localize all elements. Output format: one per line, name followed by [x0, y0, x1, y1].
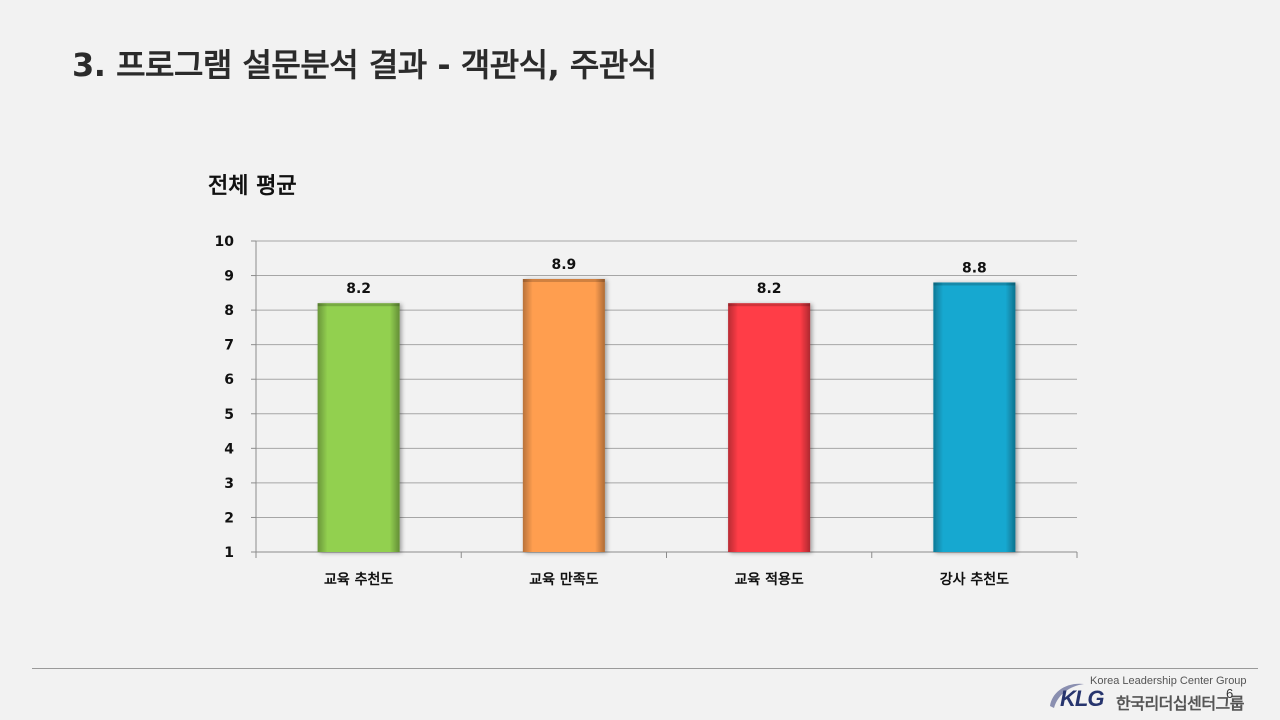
logo-mark: KLG — [1060, 686, 1104, 711]
slide-title: 3. 프로그램 설문분석 결과 - 객관식, 주관식 — [72, 46, 657, 84]
y-tick-label: 8 — [224, 303, 234, 319]
bar-group — [728, 303, 811, 552]
bar-top-edge — [317, 303, 400, 307]
y-tick-label: 6 — [224, 372, 234, 388]
bar-group — [317, 303, 400, 552]
bar-group — [933, 282, 1016, 552]
company-logo: Korea Leadership Center Group KLG 한국리더십센… — [1046, 674, 1260, 714]
bars — [317, 279, 1016, 552]
y-tick-label: 2 — [224, 510, 234, 526]
bar-chart: 1 2 3 4 5 6 7 8 9 10 8.2 교육 추천도 8.9 교육 만족도 8.2 교육 적용도 8.… — [215, 234, 1078, 588]
data-label: 8.2 — [346, 281, 371, 297]
bar-top-edge — [933, 282, 1016, 286]
y-tick-label: 10 — [215, 234, 235, 250]
page-number: 6 — [1226, 686, 1234, 701]
labels: 1 2 3 4 5 6 7 8 9 10 8.2 교육 추천도 8.9 교육 만족도 8.2 교육 적용도 8.… — [215, 234, 1010, 588]
category-label: 교육 만족도 — [529, 572, 598, 588]
y-tick-label: 4 — [224, 441, 234, 457]
y-tick-label: 1 — [224, 545, 234, 561]
y-tick-label: 5 — [224, 407, 234, 423]
bar-shading — [933, 282, 1016, 552]
bar-shading — [317, 303, 400, 552]
data-label: 8.8 — [962, 260, 987, 276]
logo-english-name: Korea Leadership Center Group — [1090, 675, 1247, 687]
y-tick-label: 3 — [224, 476, 234, 492]
category-label: 강사 추천도 — [940, 571, 1009, 588]
y-tick-label: 7 — [224, 338, 234, 354]
bar-top-edge — [522, 279, 605, 283]
bar-top-edge — [728, 303, 811, 307]
footer-divider — [32, 668, 1258, 669]
data-label: 8.2 — [757, 281, 782, 297]
bar-shading — [522, 279, 605, 552]
logo-swoosh-icon — [1050, 683, 1084, 708]
category-label: 교육 추천도 — [324, 572, 393, 588]
bar-group — [522, 279, 605, 552]
data-label: 8.9 — [551, 257, 576, 273]
bar-shading — [728, 303, 811, 552]
logo-korean-name: 한국리더십센터그룹 — [1116, 694, 1244, 713]
y-tick-label: 9 — [224, 269, 234, 285]
chart-title: 전체 평균 — [208, 174, 297, 199]
category-label: 교육 적용도 — [734, 571, 803, 588]
